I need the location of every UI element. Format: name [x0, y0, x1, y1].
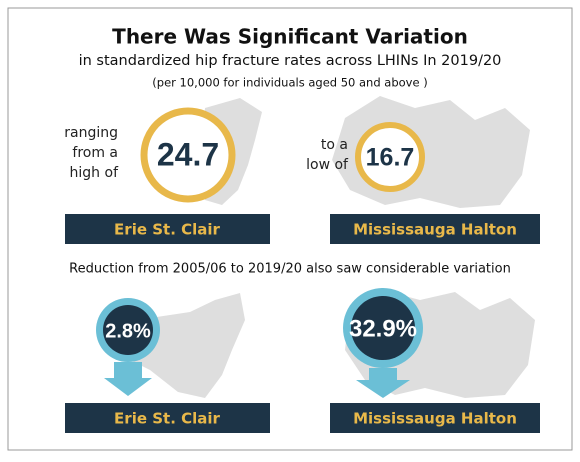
lead-text: from a	[72, 145, 118, 161]
value-ring	[355, 122, 425, 192]
value-disc	[103, 305, 153, 355]
region-label: Mississauga Halton	[353, 410, 517, 428]
value-text: 32.9%	[349, 315, 417, 342]
value-text: 16.7	[366, 144, 415, 172]
value-text: 2.8%	[105, 320, 151, 342]
section-heading: Reduction from 2005/06 to 2019/20 also s…	[69, 262, 511, 277]
region-label: Erie St. Clair	[114, 410, 220, 428]
value-disc	[351, 296, 415, 360]
lead-text: ranging	[64, 125, 118, 141]
down-arrow	[104, 362, 152, 396]
lead-text: low of	[306, 157, 349, 173]
frame	[7, 7, 573, 451]
note: (per 10,000 for individuals aged 50 and …	[152, 76, 427, 90]
down-arrow	[356, 368, 410, 398]
region-label-box	[330, 214, 540, 244]
region-map	[130, 293, 245, 398]
subtitle: in standardized hip fracture rates acros…	[79, 53, 502, 69]
value-text: 24.7	[157, 136, 219, 172]
region-label-box	[65, 214, 270, 244]
lead-text: high of	[70, 165, 120, 181]
region-label-box	[330, 403, 540, 433]
region-label: Mississauga Halton	[353, 221, 517, 239]
region-label: Erie St. Clair	[114, 221, 220, 239]
title: There Was Significant Variation	[112, 25, 468, 49]
lead-text: to a	[321, 137, 348, 153]
region-label-box	[65, 403, 270, 433]
value-ring	[140, 107, 236, 203]
